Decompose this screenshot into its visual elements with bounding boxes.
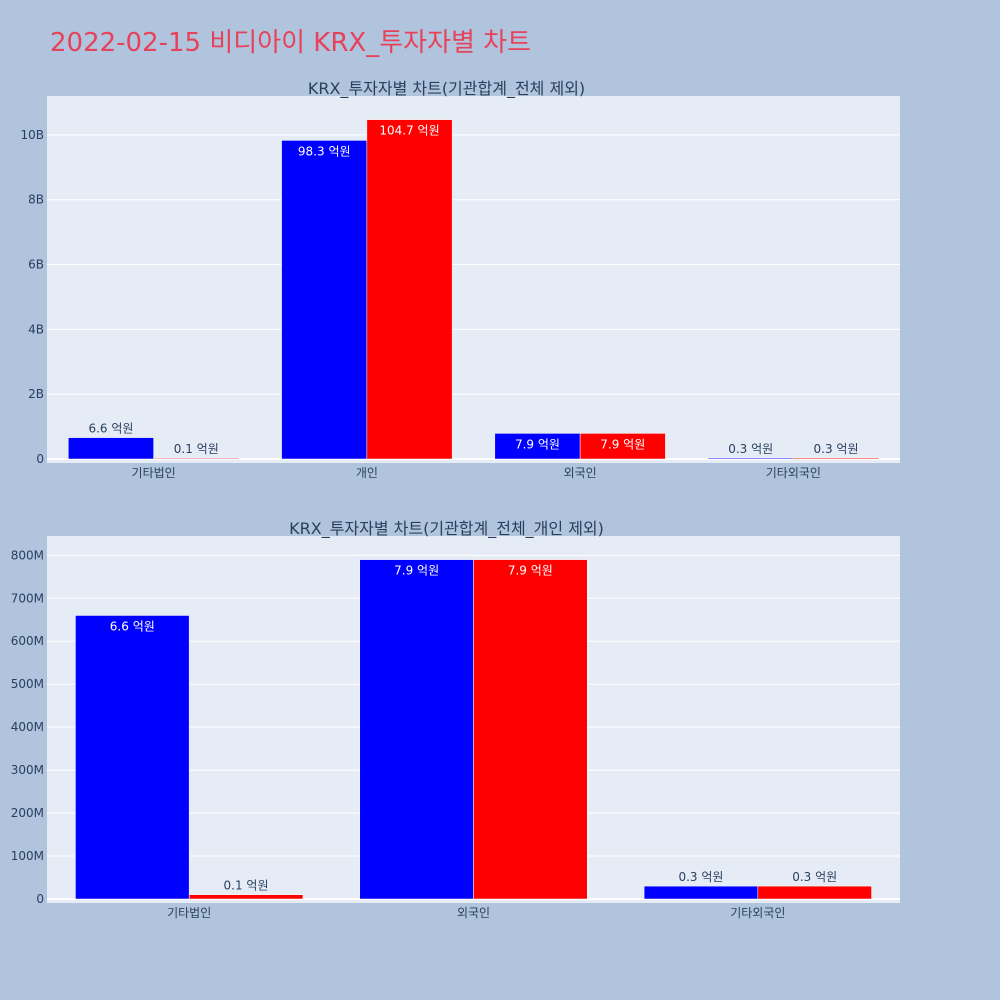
data-label: 6.6 억원 <box>110 619 155 633</box>
x-tick-label: 기타외국인 <box>730 906 785 920</box>
bar <box>579 433 666 460</box>
y-tick-label: 700M <box>11 591 44 605</box>
data-label: 7.9 억원 <box>600 437 645 451</box>
data-label: 0.3 억원 <box>728 442 773 456</box>
y-tick-label: 2B <box>28 387 44 401</box>
data-label: 7.9 억원 <box>515 437 560 451</box>
y-tick-label: 6B <box>28 258 44 272</box>
bar <box>75 615 190 900</box>
data-label: 0.1 억원 <box>224 879 269 893</box>
bar <box>281 140 368 460</box>
y-tick-label: 10B <box>20 128 44 142</box>
y-tick-label: 500M <box>11 677 44 691</box>
bar <box>153 457 240 460</box>
data-label: 6.6 억원 <box>88 422 133 436</box>
x-tick-label: 기타법인 <box>132 466 176 480</box>
data-label: 7.9 억원 <box>394 564 439 578</box>
bar <box>188 894 304 900</box>
y-tick-label: 100M <box>11 849 44 863</box>
y-tick-label: 0 <box>36 452 44 466</box>
chart-title: KRX_투자자별 차트(기관합계_전체_개인 제외) <box>289 519 604 539</box>
y-tick-label: 400M <box>11 720 44 734</box>
data-label: 104.7 억원 <box>379 124 439 138</box>
x-tick-label: 기타법인 <box>167 906 211 920</box>
data-label: 0.3 억원 <box>678 870 723 884</box>
bar <box>793 457 879 460</box>
y-tick-label: 800M <box>11 548 44 562</box>
x-tick-label: 기타외국인 <box>766 466 821 480</box>
bar <box>359 559 474 900</box>
plot-area <box>47 96 900 463</box>
data-label: 98.3 억원 <box>298 144 351 158</box>
y-tick-label: 300M <box>11 763 44 777</box>
x-tick-label: 외국인 <box>564 466 597 480</box>
bar <box>473 559 588 900</box>
bar <box>757 885 872 900</box>
bar <box>366 119 453 460</box>
data-label: 7.9 억원 <box>508 564 553 578</box>
chart-title: KRX_투자자별 차트(기관합계_전체 제외) <box>308 79 585 99</box>
y-tick-label: 8B <box>28 193 44 207</box>
data-label: 0.3 억원 <box>792 870 837 884</box>
data-label: 0.1 억원 <box>174 442 219 456</box>
data-label: 0.3 억원 <box>814 442 859 456</box>
x-tick-label: 외국인 <box>457 906 490 920</box>
bar <box>68 437 154 460</box>
x-tick-label: 개인 <box>356 466 378 480</box>
bar <box>643 885 759 900</box>
y-tick-label: 0 <box>36 892 44 906</box>
y-tick-label: 200M <box>11 806 44 820</box>
page-title: 2022-02-15 비디아이 KRX_투자자별 차트 <box>50 28 532 58</box>
y-tick-label: 600M <box>11 634 44 648</box>
bar <box>494 433 581 460</box>
y-tick-label: 4B <box>28 322 44 336</box>
